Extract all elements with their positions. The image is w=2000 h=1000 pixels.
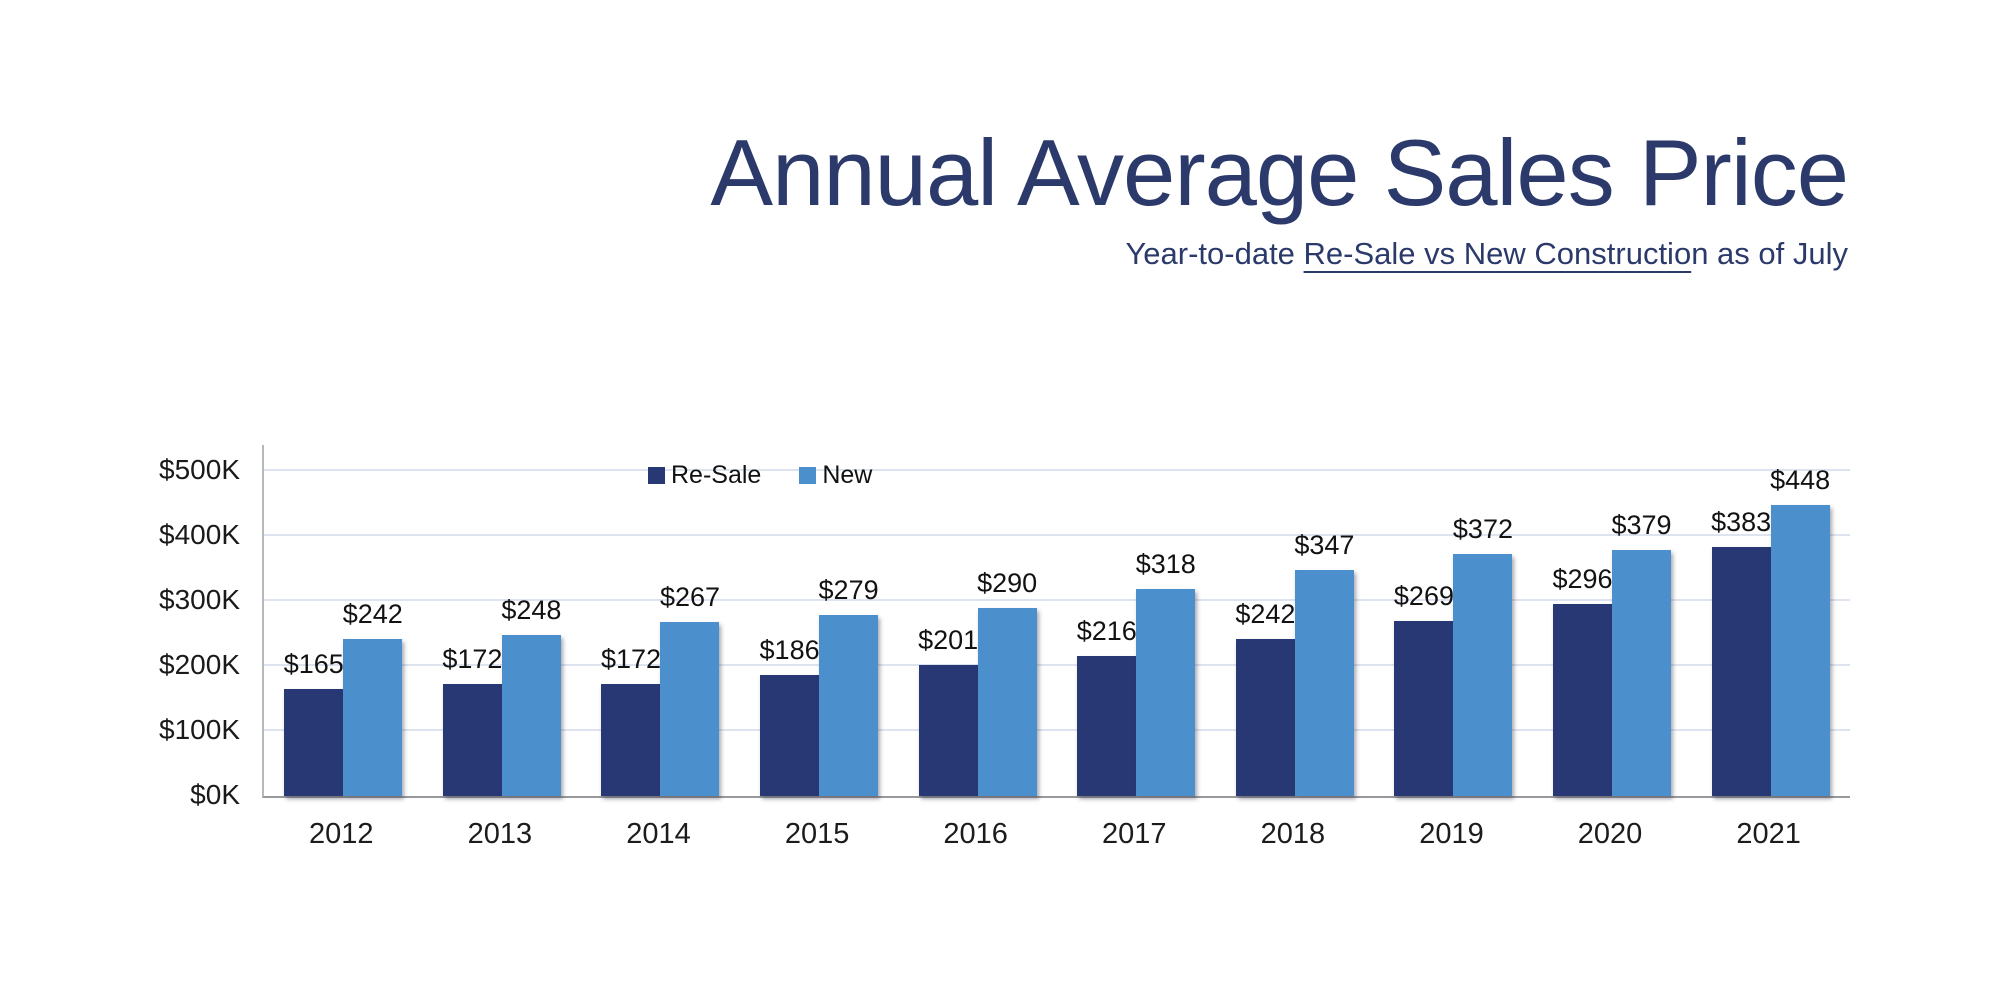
bar-re-sale: $165 bbox=[284, 649, 344, 796]
bar-new: $242 bbox=[343, 599, 403, 796]
legend-item-re-sale: Re-Sale bbox=[648, 461, 761, 490]
bar-group-2019: $269 $372 bbox=[1374, 445, 1533, 796]
gridline bbox=[264, 664, 1850, 666]
bar-re-sale: $186 bbox=[760, 635, 820, 796]
gridline bbox=[264, 729, 1850, 731]
x-axis-tick-label: 2019 bbox=[1419, 818, 1484, 850]
subtitle-prefix: Year-to-date bbox=[1125, 236, 1304, 271]
x-axis-tick-label: 2021 bbox=[1736, 818, 1801, 850]
x-axis-tick-label: 2016 bbox=[943, 818, 1008, 850]
bar-re-sale: $242 bbox=[1235, 599, 1295, 796]
legend-swatch-icon bbox=[799, 467, 817, 484]
bar-re-sale: $383 bbox=[1711, 507, 1771, 796]
bar-group-2017: $216 $318 bbox=[1057, 445, 1216, 796]
bar-value-label: $372 bbox=[1452, 514, 1513, 545]
y-axis-tick-label: $200K bbox=[159, 649, 240, 680]
bar-value-label: $269 bbox=[1393, 581, 1454, 612]
bar-groups: $165 $242 $172 $248 $172 $267 $186 $279 $201 $290… bbox=[264, 445, 1850, 796]
bar-group-2015: $186 $279 bbox=[740, 445, 899, 796]
y-axis-tick-label: $0K bbox=[190, 779, 240, 810]
bar-value-label: $172 bbox=[442, 644, 503, 675]
bar-group-2021: $383 $448 bbox=[1691, 445, 1850, 796]
bar-new: $290 bbox=[977, 568, 1037, 796]
bar-group-2018: $242 $347 bbox=[1216, 445, 1375, 796]
bar-value-label: $186 bbox=[759, 635, 820, 666]
x-axis-tick-label: 2012 bbox=[309, 818, 374, 850]
x-axis-tick-label: 2020 bbox=[1577, 818, 1643, 850]
bar-group-2016: $201 $290 bbox=[898, 445, 1057, 796]
bar-re-sale: $216 bbox=[1077, 616, 1137, 796]
legend-swatch-icon bbox=[648, 467, 665, 484]
legend-label: Re-Sale bbox=[671, 461, 762, 489]
bar-new: $267 bbox=[660, 582, 720, 796]
bar-value-label: $296 bbox=[1552, 563, 1613, 594]
x-axis-tick-label: 2013 bbox=[467, 818, 533, 850]
legend: Re-Sale New bbox=[648, 461, 872, 490]
y-axis-tick-label: $300K bbox=[159, 584, 240, 615]
bar-value-label: $383 bbox=[1711, 507, 1772, 538]
chart-subtitle: Year-to-date Re-Sale vs New Construction… bbox=[710, 236, 1848, 272]
bar-new: $379 bbox=[1612, 510, 1672, 796]
bar-value-label: $318 bbox=[1135, 549, 1196, 580]
bar-value-label: $242 bbox=[1235, 598, 1296, 629]
gridline bbox=[264, 534, 1850, 536]
bar-new: $279 bbox=[819, 575, 879, 796]
gridline bbox=[264, 469, 1850, 471]
bar-group-2013: $172 $248 bbox=[423, 445, 582, 796]
bar-value-label: $201 bbox=[918, 625, 979, 656]
bar-re-sale: $201 bbox=[918, 625, 978, 796]
x-axis-tick-label: 2015 bbox=[784, 818, 850, 850]
bar-new: $248 bbox=[501, 595, 561, 796]
bar-value-label: $216 bbox=[1076, 615, 1137, 646]
legend-label: New bbox=[822, 461, 873, 489]
gridlines bbox=[264, 445, 1850, 796]
chart-header: Annual Average Sales Price Year-to-date … bbox=[710, 120, 1849, 272]
legend-item-new: New bbox=[799, 461, 872, 490]
bar-group-2020: $296 $379 bbox=[1533, 445, 1692, 796]
bar-value-label: $267 bbox=[659, 582, 721, 613]
subtitle-underlined-text: Re-Sale vs New Constructio bbox=[1303, 236, 1692, 271]
bar-re-sale: $269 bbox=[1394, 581, 1454, 796]
y-axis-tick-label: $400K bbox=[159, 519, 240, 550]
bar-new: $448 bbox=[1770, 465, 1830, 796]
bar-value-label: $290 bbox=[977, 567, 1038, 598]
bar-group-2012: $165 $242 bbox=[264, 445, 423, 796]
y-axis-tick-label: $500K bbox=[159, 454, 240, 485]
bar-value-label: $242 bbox=[342, 598, 403, 629]
bar-value-label: $172 bbox=[600, 644, 662, 675]
bar-value-label: $279 bbox=[818, 574, 879, 605]
bar-re-sale: $172 bbox=[601, 644, 661, 796]
x-axis-labels: 2012 2013 2014 2015 2016 2017 2018 2019 2020 2021 bbox=[262, 818, 1848, 851]
x-axis-tick-label: 2018 bbox=[1260, 818, 1326, 850]
bar-value-label: $379 bbox=[1611, 509, 1672, 540]
bar-re-sale: $296 bbox=[1553, 564, 1613, 796]
bar-new: $347 bbox=[1294, 530, 1354, 796]
y-axis-labels: $0K $100K $200K $300K $400K $500K bbox=[0, 445, 240, 810]
y-axis-tick-label: $100K bbox=[159, 714, 240, 745]
bar-value-label: $448 bbox=[1770, 464, 1831, 495]
bar-value-label: $248 bbox=[501, 594, 562, 625]
bar-new: $318 bbox=[1136, 549, 1196, 796]
subtitle-suffix: n as of July bbox=[1691, 236, 1848, 271]
chart-title: Annual Average Sales Price bbox=[710, 120, 1849, 225]
bar-value-label: $347 bbox=[1294, 530, 1355, 561]
x-axis-tick-label: 2014 bbox=[626, 818, 691, 850]
plot-area: Re-Sale New $165 $242 $172 $248 $172 $267 $186 $… bbox=[262, 445, 1850, 798]
gridline bbox=[264, 599, 1850, 601]
bar-new: $372 bbox=[1453, 514, 1513, 796]
x-axis-tick-label: 2017 bbox=[1102, 818, 1167, 850]
bar-value-label: $165 bbox=[283, 648, 344, 679]
bar-group-2014: $172 $267 bbox=[581, 445, 740, 796]
bar-re-sale: $172 bbox=[442, 644, 502, 796]
